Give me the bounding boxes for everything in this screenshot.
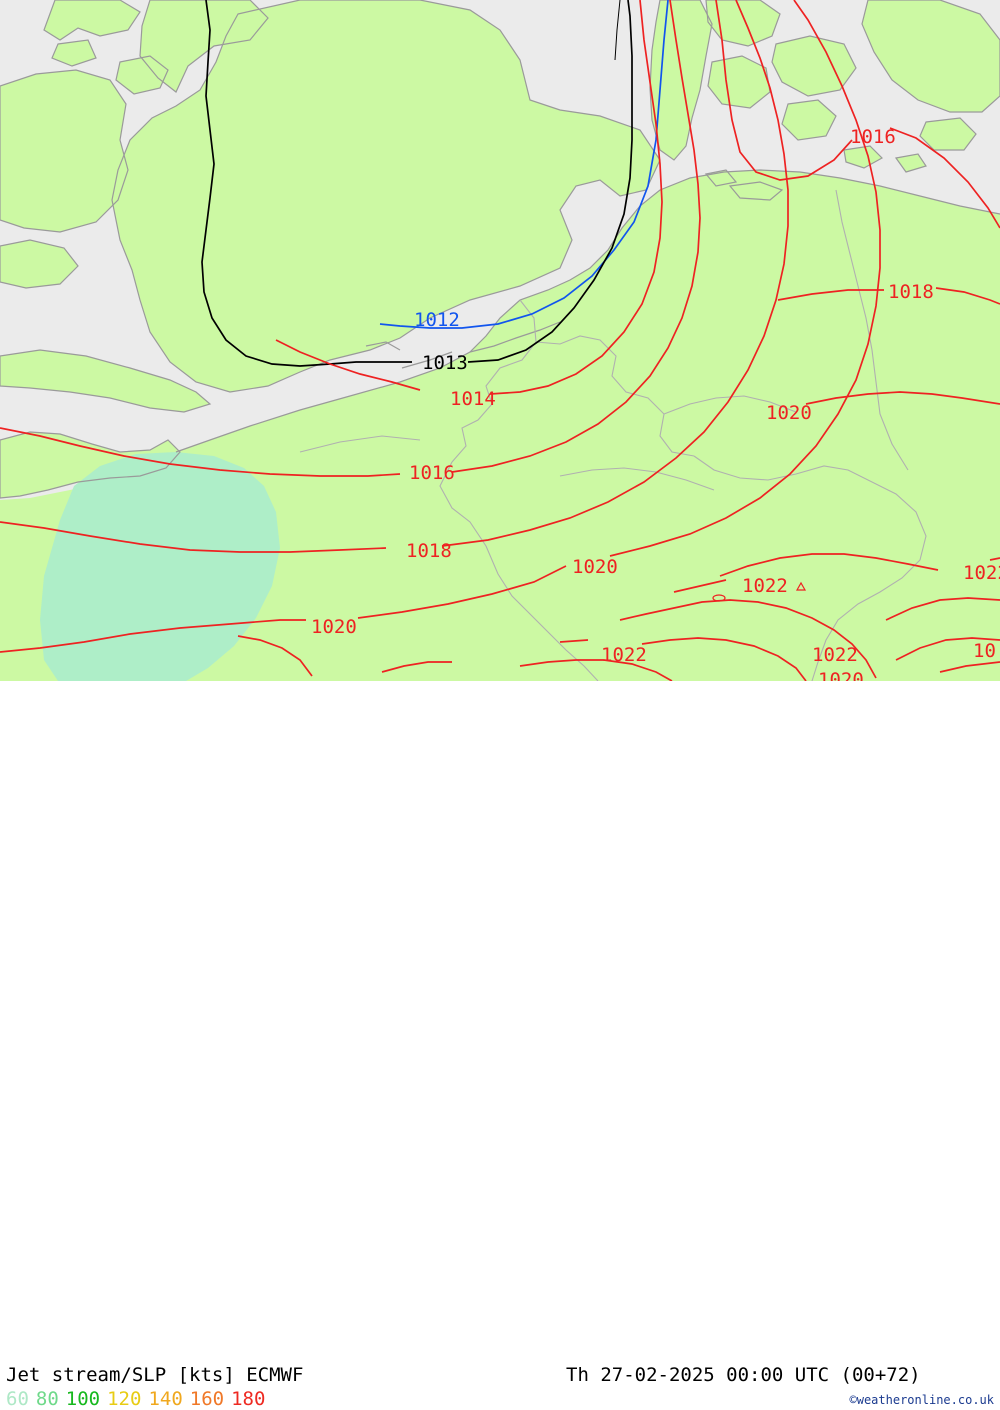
isobar-label-1020-central: 1020 xyxy=(572,556,618,578)
map-symbol-marks xyxy=(712,581,807,602)
isobar-label-1018-west: 1018 xyxy=(406,540,452,562)
isobar-label-1022-south: 1022 xyxy=(601,644,647,666)
isobar-1013 xyxy=(201,0,633,367)
map-frame-edge xyxy=(614,0,621,61)
isobar-1012 xyxy=(379,0,669,329)
map-vector-layer xyxy=(0,0,1000,681)
isobar-label-1022-southeast: 1022 xyxy=(812,644,858,666)
isobar-lines-red xyxy=(0,0,1000,681)
legend-item-180: 180 xyxy=(231,1388,266,1410)
legend-item-60: 60 xyxy=(6,1388,29,1410)
legend-item-100: 100 xyxy=(65,1388,101,1410)
isobar-label-1014: 1014 xyxy=(450,388,496,410)
isobar-label-1012: 1012 xyxy=(414,309,460,331)
isobar-label-1020-south: 1020 xyxy=(818,669,864,682)
isobar-label-1022-far-east: 1022 xyxy=(963,562,1000,584)
isobar-label-1020-east: 1020 xyxy=(766,402,812,424)
isobar-label-1016-north: 1016 xyxy=(850,126,896,148)
jetstream-60kt-area xyxy=(40,452,280,681)
chart-title: Jet stream/SLP [kts] ECMWF xyxy=(6,1364,304,1386)
legend-item-160: 160 xyxy=(189,1388,225,1410)
country-border-layer xyxy=(299,189,927,681)
isobar-label-1013: 1013 xyxy=(422,352,468,374)
footer-bar: Jet stream/SLP [kts] ECMWF Th 27-02-2025… xyxy=(0,681,1000,1409)
legend-item-80: 80 xyxy=(35,1388,59,1410)
isobar-label-10-clipped: 10 xyxy=(973,640,996,662)
jetstream-legend: 60 80 100 120 140 160 180 xyxy=(6,1389,265,1409)
copyright-notice[interactable]: ©weatheronline.co.uk xyxy=(849,1393,995,1407)
map-canvas[interactable]: 1012 1013 1014 1016 1016 1018 1018 1020 … xyxy=(0,0,1000,681)
isobar-label-1022-alps: 1022 xyxy=(742,575,788,597)
legend-item-120: 120 xyxy=(107,1388,142,1410)
legend-item-140: 140 xyxy=(148,1388,183,1410)
isobar-label-1016-west: 1016 xyxy=(409,462,455,484)
isobar-label-1018-east: 1018 xyxy=(888,281,934,303)
coastline-layer xyxy=(0,0,1000,499)
isobar-label-1020-west: 1020 xyxy=(311,616,357,638)
chart-datetime: Th 27-02-2025 00:00 UTC (00+72) xyxy=(566,1364,921,1386)
